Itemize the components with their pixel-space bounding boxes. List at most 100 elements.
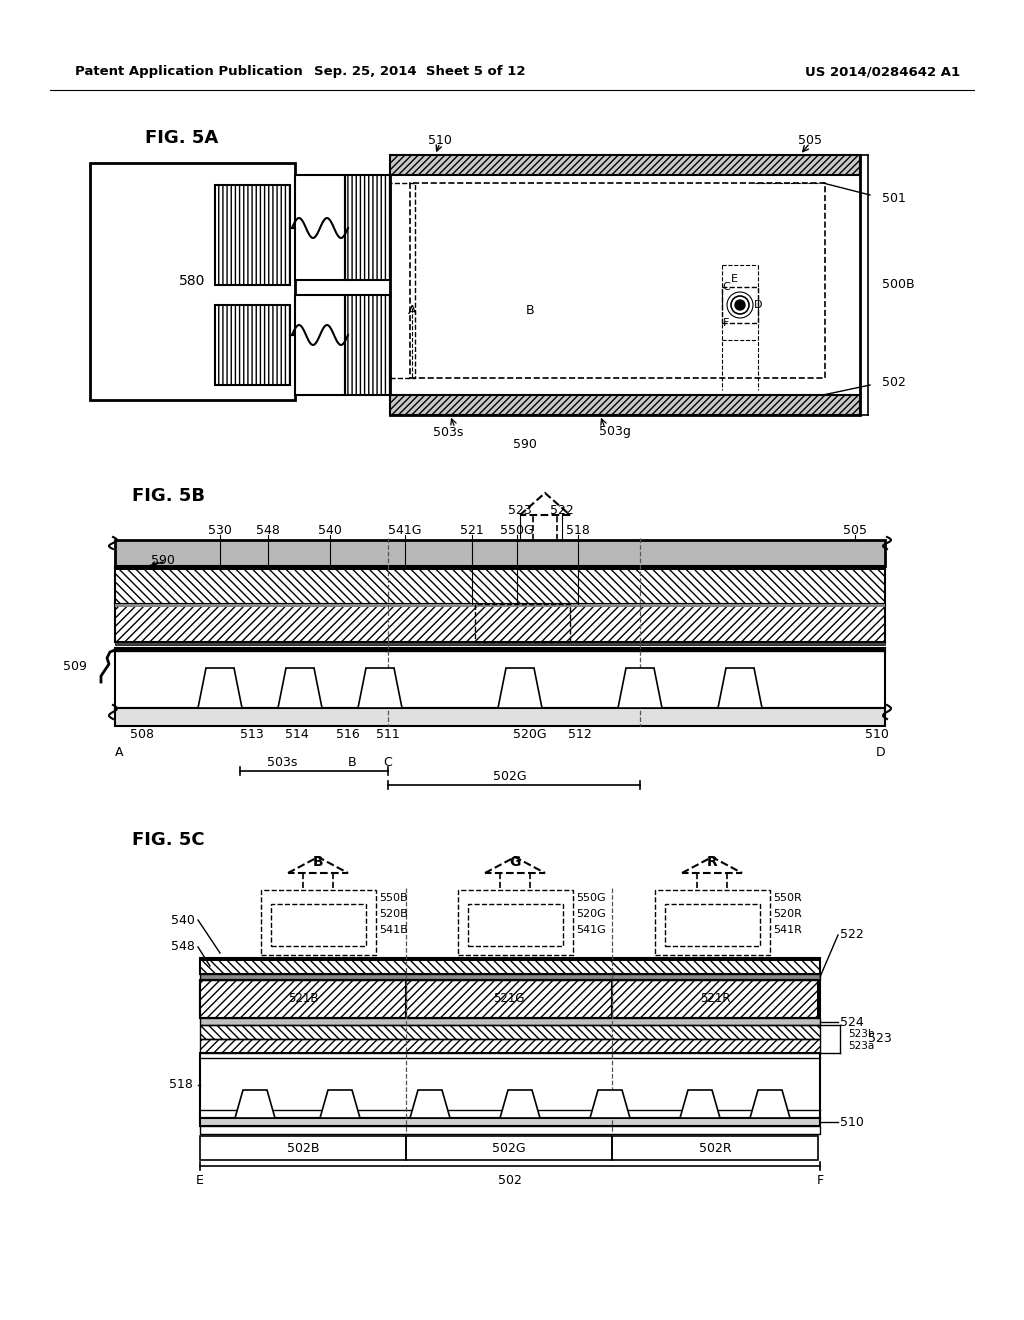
Bar xyxy=(390,183,415,378)
Text: 513: 513 xyxy=(240,729,264,742)
Text: B: B xyxy=(525,304,535,317)
Bar xyxy=(292,690,308,700)
Bar xyxy=(694,1107,706,1115)
Polygon shape xyxy=(500,1090,540,1118)
Bar xyxy=(632,690,648,700)
Bar xyxy=(372,690,388,700)
Bar xyxy=(115,566,885,570)
Bar xyxy=(655,890,770,954)
Text: 508: 508 xyxy=(130,729,154,742)
Text: 523b: 523b xyxy=(848,1030,874,1039)
Bar xyxy=(200,1039,820,1053)
Bar xyxy=(612,979,818,1018)
Bar xyxy=(390,154,860,176)
Text: A: A xyxy=(115,747,124,759)
Text: US 2014/0284642 A1: US 2014/0284642 A1 xyxy=(805,66,961,78)
Text: 518: 518 xyxy=(566,524,590,536)
Text: F: F xyxy=(723,318,729,327)
Text: 512: 512 xyxy=(568,729,592,742)
Polygon shape xyxy=(410,1090,450,1118)
Polygon shape xyxy=(498,668,542,708)
Text: C: C xyxy=(384,756,392,770)
Text: 502B: 502B xyxy=(287,1142,319,1155)
Text: 550B: 550B xyxy=(379,894,408,903)
Text: 521B: 521B xyxy=(288,993,318,1006)
Bar xyxy=(200,958,820,974)
Text: 541R: 541R xyxy=(773,925,802,935)
Bar xyxy=(334,1107,346,1115)
Bar xyxy=(468,904,563,946)
Text: 502R: 502R xyxy=(698,1142,731,1155)
Text: 503g: 503g xyxy=(599,425,631,438)
Bar xyxy=(390,154,860,414)
Text: 511: 511 xyxy=(376,729,400,742)
Bar xyxy=(722,286,758,323)
Bar xyxy=(115,540,885,566)
Text: 502G: 502G xyxy=(494,771,526,784)
Text: B: B xyxy=(312,855,324,869)
Text: 518: 518 xyxy=(169,1078,193,1092)
Bar xyxy=(200,974,820,979)
Text: 580: 580 xyxy=(179,275,205,288)
Text: 502: 502 xyxy=(882,375,906,388)
Bar xyxy=(249,1107,261,1115)
Text: 520R: 520R xyxy=(773,909,802,919)
Text: 510: 510 xyxy=(865,729,889,742)
Polygon shape xyxy=(750,1090,790,1118)
Bar xyxy=(200,1118,820,1126)
Text: 540: 540 xyxy=(171,913,195,927)
Bar xyxy=(115,708,885,726)
Text: R: R xyxy=(707,855,718,869)
Bar xyxy=(115,566,885,605)
Text: 550G: 550G xyxy=(500,524,534,536)
Bar xyxy=(200,1026,820,1039)
Text: 503s: 503s xyxy=(267,756,297,770)
Text: A: A xyxy=(408,304,416,317)
Text: Patent Application Publication: Patent Application Publication xyxy=(75,66,303,78)
Bar xyxy=(115,649,885,708)
Text: 550R: 550R xyxy=(773,894,802,903)
Bar xyxy=(295,176,345,280)
Text: 541B: 541B xyxy=(379,925,408,935)
Text: 590: 590 xyxy=(152,553,175,566)
Polygon shape xyxy=(718,668,762,708)
Text: 521: 521 xyxy=(460,524,484,536)
Bar xyxy=(665,904,760,946)
Text: 502: 502 xyxy=(498,1173,522,1187)
Text: 514: 514 xyxy=(285,729,309,742)
Text: 530: 530 xyxy=(208,524,232,536)
Text: 524: 524 xyxy=(840,1015,864,1028)
Bar xyxy=(115,605,885,642)
Bar xyxy=(200,1018,820,1026)
Bar xyxy=(215,305,290,385)
Bar xyxy=(200,1126,820,1134)
Bar xyxy=(406,979,612,1018)
Text: C: C xyxy=(722,282,730,292)
Bar xyxy=(200,979,406,1018)
Bar xyxy=(612,1137,818,1160)
Bar xyxy=(345,294,390,395)
Bar xyxy=(295,294,345,395)
Polygon shape xyxy=(278,668,322,708)
Text: 509: 509 xyxy=(63,660,87,672)
Text: 541G: 541G xyxy=(575,925,606,935)
Bar xyxy=(604,1107,616,1115)
Text: D: D xyxy=(754,300,762,310)
Bar xyxy=(200,1137,406,1160)
Text: 520G: 520G xyxy=(575,909,606,919)
Polygon shape xyxy=(198,668,242,708)
Text: G: G xyxy=(509,855,520,869)
Text: 590: 590 xyxy=(513,438,537,451)
Bar xyxy=(200,958,820,961)
Polygon shape xyxy=(590,1090,630,1118)
Bar xyxy=(212,690,228,700)
Bar xyxy=(458,890,573,954)
Text: 502G: 502G xyxy=(493,1142,525,1155)
Bar xyxy=(410,183,825,378)
Text: 540: 540 xyxy=(318,524,342,536)
Bar xyxy=(115,605,885,607)
Bar xyxy=(764,1107,776,1115)
Text: 505: 505 xyxy=(843,524,867,536)
Bar xyxy=(215,185,290,285)
Polygon shape xyxy=(234,1090,275,1118)
